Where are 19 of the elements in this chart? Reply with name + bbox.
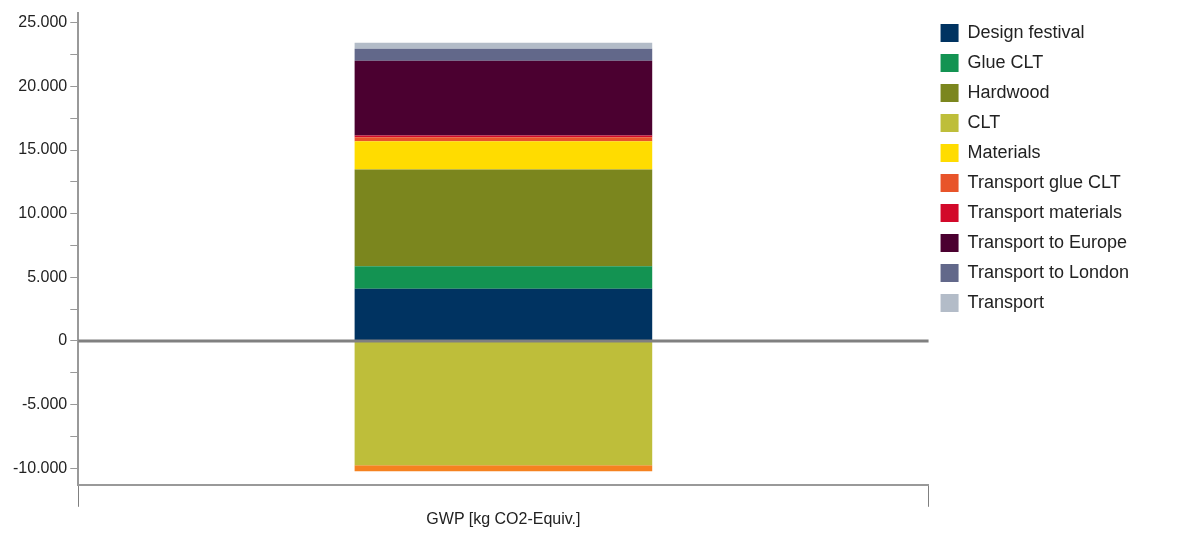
legend-label: Transport to London (967, 261, 1129, 282)
y-tick-label: -5.000 (21, 395, 68, 413)
y-tick-label: 25.000 (18, 13, 68, 31)
legend-label: Transport (967, 291, 1044, 312)
y-tick-label: 0 (58, 331, 68, 349)
x-tick-label: GWP [kg CO2-Equiv.] (426, 509, 581, 527)
legend-label: Hardwood (967, 81, 1050, 102)
legend-label: Transport to Europe (967, 231, 1127, 252)
legend-label: Glue CLT (967, 51, 1044, 72)
legend-label: Materials (967, 141, 1041, 162)
y-tick-label: 10.000 (18, 204, 68, 222)
y-tick-label: 20.000 (18, 76, 68, 94)
legend-label: Design festival (967, 21, 1085, 42)
y-tick-label: -10.000 (13, 458, 68, 476)
y-tick-label: 15.000 (18, 140, 68, 158)
legend-label: Transport glue CLT (967, 171, 1121, 192)
y-tick-label: 5.000 (27, 267, 68, 285)
legend-label: Transport materials (967, 201, 1122, 222)
legend-label: CLT (967, 111, 1001, 132)
